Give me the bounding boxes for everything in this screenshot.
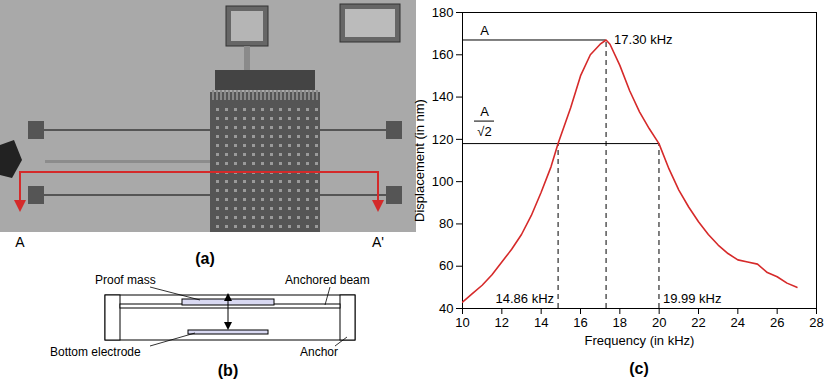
svg-text:14.86 kHz: 14.86 kHz <box>496 291 555 306</box>
html-text:(c): (c) <box>629 360 649 377</box>
svg-text:Displacement (in nm): Displacement (in nm) <box>412 99 427 222</box>
svg-text:19.99 kHz: 19.99 kHz <box>663 291 722 306</box>
svg-text:A: A <box>480 104 489 119</box>
svg-text:14: 14 <box>534 315 548 330</box>
svg-text:Anchored beam: Anchored beam <box>285 273 370 287</box>
html-text:(b): (b) <box>217 362 239 379</box>
svg-text:12: 12 <box>495 315 509 330</box>
svg-text:120: 120 <box>432 132 454 147</box>
svg-text:A: A <box>15 234 25 250</box>
svg-text:Frequency (in kHz): Frequency (in kHz) <box>585 333 695 348</box>
svg-text:160: 160 <box>432 47 454 62</box>
svg-text:80: 80 <box>439 216 453 231</box>
svg-text:140: 140 <box>432 89 454 104</box>
svg-text:28: 28 <box>809 315 823 330</box>
html-text:(a): (a) <box>195 250 215 267</box>
svg-text:16: 16 <box>573 315 587 330</box>
svg-text:A: A <box>480 23 489 38</box>
svg-text:20: 20 <box>652 315 666 330</box>
svg-text:100: 100 <box>432 174 454 189</box>
svg-text:Bottom electrode: Bottom electrode <box>50 345 141 359</box>
svg-text:18: 18 <box>613 315 627 330</box>
svg-text:√2: √2 <box>477 124 491 139</box>
svg-text:17.30 kHz: 17.30 kHz <box>614 32 673 47</box>
svg-text:40: 40 <box>439 301 453 316</box>
svg-text:22: 22 <box>691 315 705 330</box>
svg-text:10: 10 <box>455 315 469 330</box>
svg-text:60: 60 <box>439 258 453 273</box>
svg-text:24: 24 <box>731 315 745 330</box>
svg-text:Proof mass: Proof mass <box>95 273 156 287</box>
svg-text:A': A' <box>372 234 384 250</box>
svg-text:26: 26 <box>770 315 784 330</box>
svg-text:180: 180 <box>432 5 454 20</box>
svg-text:Anchor: Anchor <box>300 345 338 359</box>
